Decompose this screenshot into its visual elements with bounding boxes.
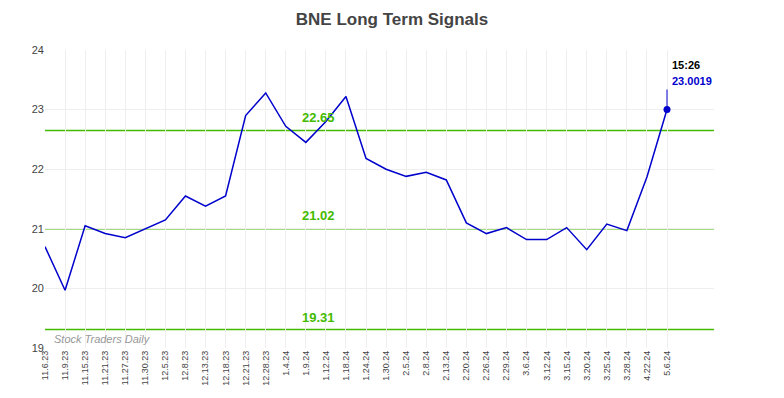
svg-text:11.15.23: 11.15.23 [80,351,90,385]
svg-text:12.8.23: 12.8.23 [180,351,190,381]
svg-text:11.9.23: 11.9.23 [60,351,70,380]
svg-text:12.18.23: 12.18.23 [221,351,231,386]
svg-text:Stock Traders Daily: Stock Traders Daily [54,333,151,345]
svg-text:1.9.24: 1.9.24 [301,351,311,376]
svg-text:11.27.23: 11.27.23 [120,351,130,385]
svg-text:3.6.24: 3.6.24 [521,351,531,376]
svg-text:11.21.23: 11.21.23 [100,351,110,385]
svg-text:3.20.24: 3.20.24 [582,351,592,381]
svg-text:1.12.24: 1.12.24 [321,351,331,381]
svg-text:2.20.24: 2.20.24 [461,351,471,381]
svg-text:22: 22 [32,163,44,175]
svg-text:BNE Long Term Signals: BNE Long Term Signals [296,10,488,29]
svg-text:2.26.24: 2.26.24 [481,351,491,381]
svg-text:15:26: 15:26 [672,59,700,71]
svg-text:11.30.23: 11.30.23 [140,351,150,385]
svg-text:12.21.23: 12.21.23 [241,351,251,386]
svg-text:1.18.24: 1.18.24 [341,351,351,381]
svg-text:23.0019: 23.0019 [672,75,712,87]
svg-text:2.8.24: 2.8.24 [421,351,431,376]
svg-text:24: 24 [32,44,44,56]
svg-text:12.5.23: 12.5.23 [160,351,170,381]
svg-text:19: 19 [32,342,44,354]
svg-text:20: 20 [32,282,44,294]
svg-text:19.31: 19.31 [302,310,335,325]
svg-text:1.4.24: 1.4.24 [281,351,291,376]
svg-text:2.13.24: 2.13.24 [441,351,451,381]
svg-text:5.6.24: 5.6.24 [662,351,672,376]
svg-text:3.25.24: 3.25.24 [602,351,612,381]
svg-text:2.29.24: 2.29.24 [501,351,511,381]
svg-text:11.6.23: 11.6.23 [40,351,50,380]
svg-text:22.65: 22.65 [302,110,335,125]
svg-text:12.28.23: 12.28.23 [261,351,271,386]
svg-text:21: 21 [32,223,44,235]
svg-text:3.12.24: 3.12.24 [542,351,552,381]
svg-text:3.15.24: 3.15.24 [562,351,572,381]
svg-text:12.13.23: 12.13.23 [200,351,210,386]
svg-text:21.02: 21.02 [302,208,335,223]
svg-text:3.28.24: 3.28.24 [622,351,632,381]
svg-text:2.5.24: 2.5.24 [401,351,411,376]
svg-text:1.30.24: 1.30.24 [381,351,391,381]
svg-text:23: 23 [32,103,44,115]
svg-text:1.24.24: 1.24.24 [361,351,371,381]
svg-text:4.22.24: 4.22.24 [642,351,652,381]
